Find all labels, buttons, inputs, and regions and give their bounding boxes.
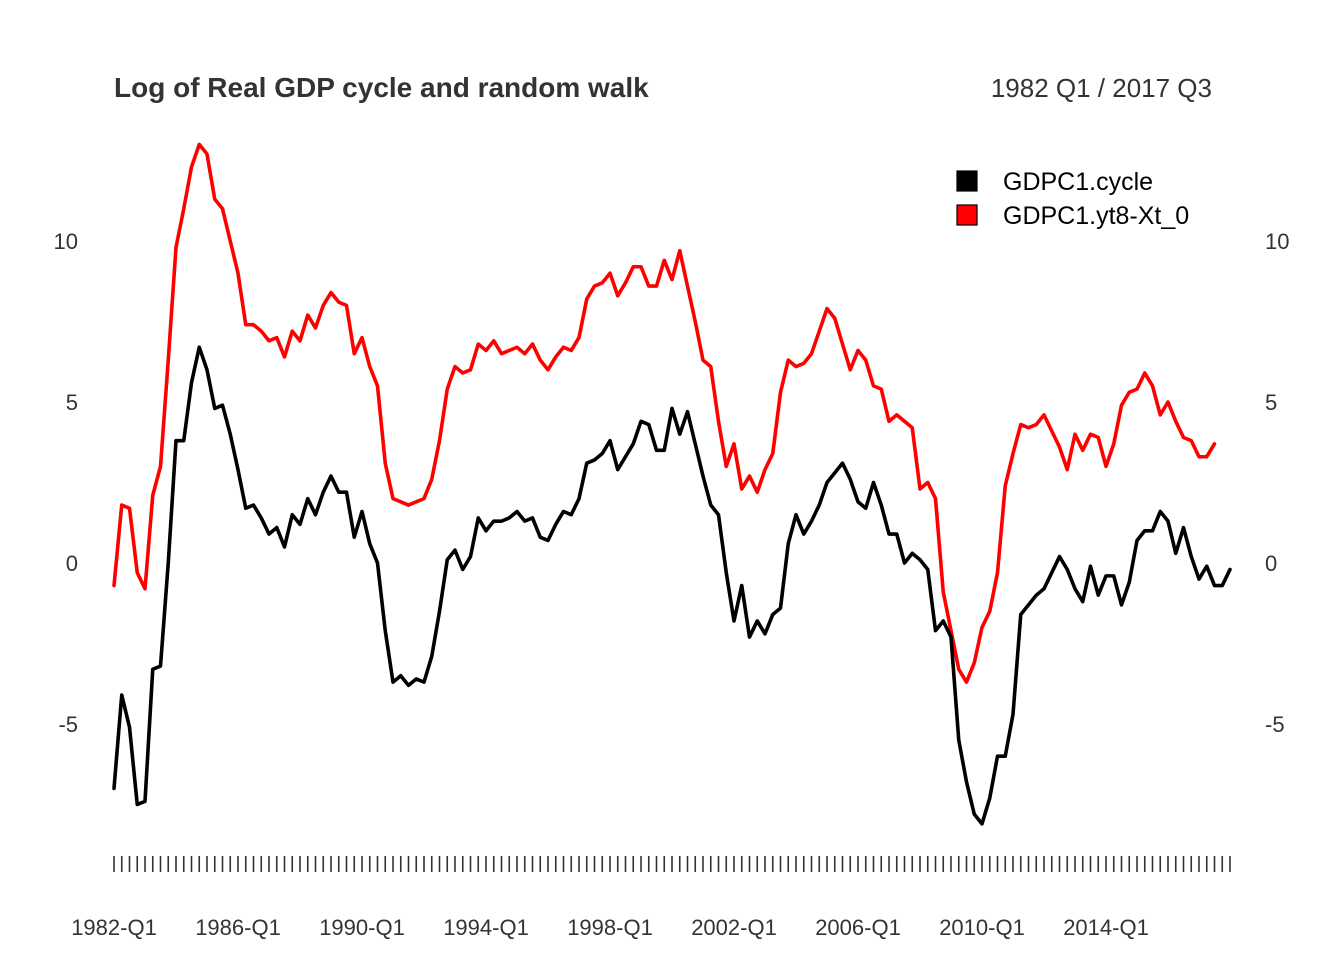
y-tick-label-left: 5 xyxy=(66,390,78,415)
series-lines xyxy=(112,142,1232,826)
legend-swatch xyxy=(956,204,978,226)
x-axis-ticks xyxy=(113,856,1231,872)
x-tick-label: 1986-Q1 xyxy=(195,915,281,940)
y-tick-label-right: 5 xyxy=(1265,390,1277,415)
y-tick-label-left: 0 xyxy=(66,551,78,576)
y-axis-right: -5 0 5 10 xyxy=(1265,229,1289,737)
legend: GDPC1.cycle GDPC1.yt8-Xt_0 xyxy=(956,168,1189,230)
x-tick-label: 1990-Q1 xyxy=(319,915,405,940)
y-tick-label-right: -5 xyxy=(1265,712,1285,737)
series-line-random-walk xyxy=(112,142,1217,684)
x-tick-label: 2014-Q1 xyxy=(1063,915,1149,940)
x-tick-label: 1994-Q1 xyxy=(443,915,529,940)
x-tick-label: 2010-Q1 xyxy=(939,915,1025,940)
x-tick-label: 2002-Q1 xyxy=(691,915,777,940)
chart-date-range: 1982 Q1 / 2017 Q3 xyxy=(991,73,1212,103)
x-axis-labels: 1982-Q1 1986-Q1 1990-Q1 1994-Q1 1998-Q1 2002-… xyxy=(71,915,1149,940)
chart-title: Log of Real GDP cycle and random walk xyxy=(114,72,649,103)
y-tick-label-right: 0 xyxy=(1265,551,1277,576)
legend-label: GDPC1.yt8-Xt_0 xyxy=(1003,202,1189,230)
legend-label: GDPC1.cycle xyxy=(1003,168,1153,196)
legend-swatch xyxy=(956,170,978,192)
y-tick-label-left: -5 xyxy=(58,712,78,737)
x-tick-label: 1982-Q1 xyxy=(71,915,157,940)
x-tick-label: 1998-Q1 xyxy=(567,915,653,940)
y-axis-left: -5 0 5 10 xyxy=(54,229,78,737)
x-tick-label: 2006-Q1 xyxy=(815,915,901,940)
series-line-cycle xyxy=(112,345,1232,826)
y-tick-label-right: 10 xyxy=(1265,229,1289,254)
y-tick-label-left: 10 xyxy=(54,229,78,254)
